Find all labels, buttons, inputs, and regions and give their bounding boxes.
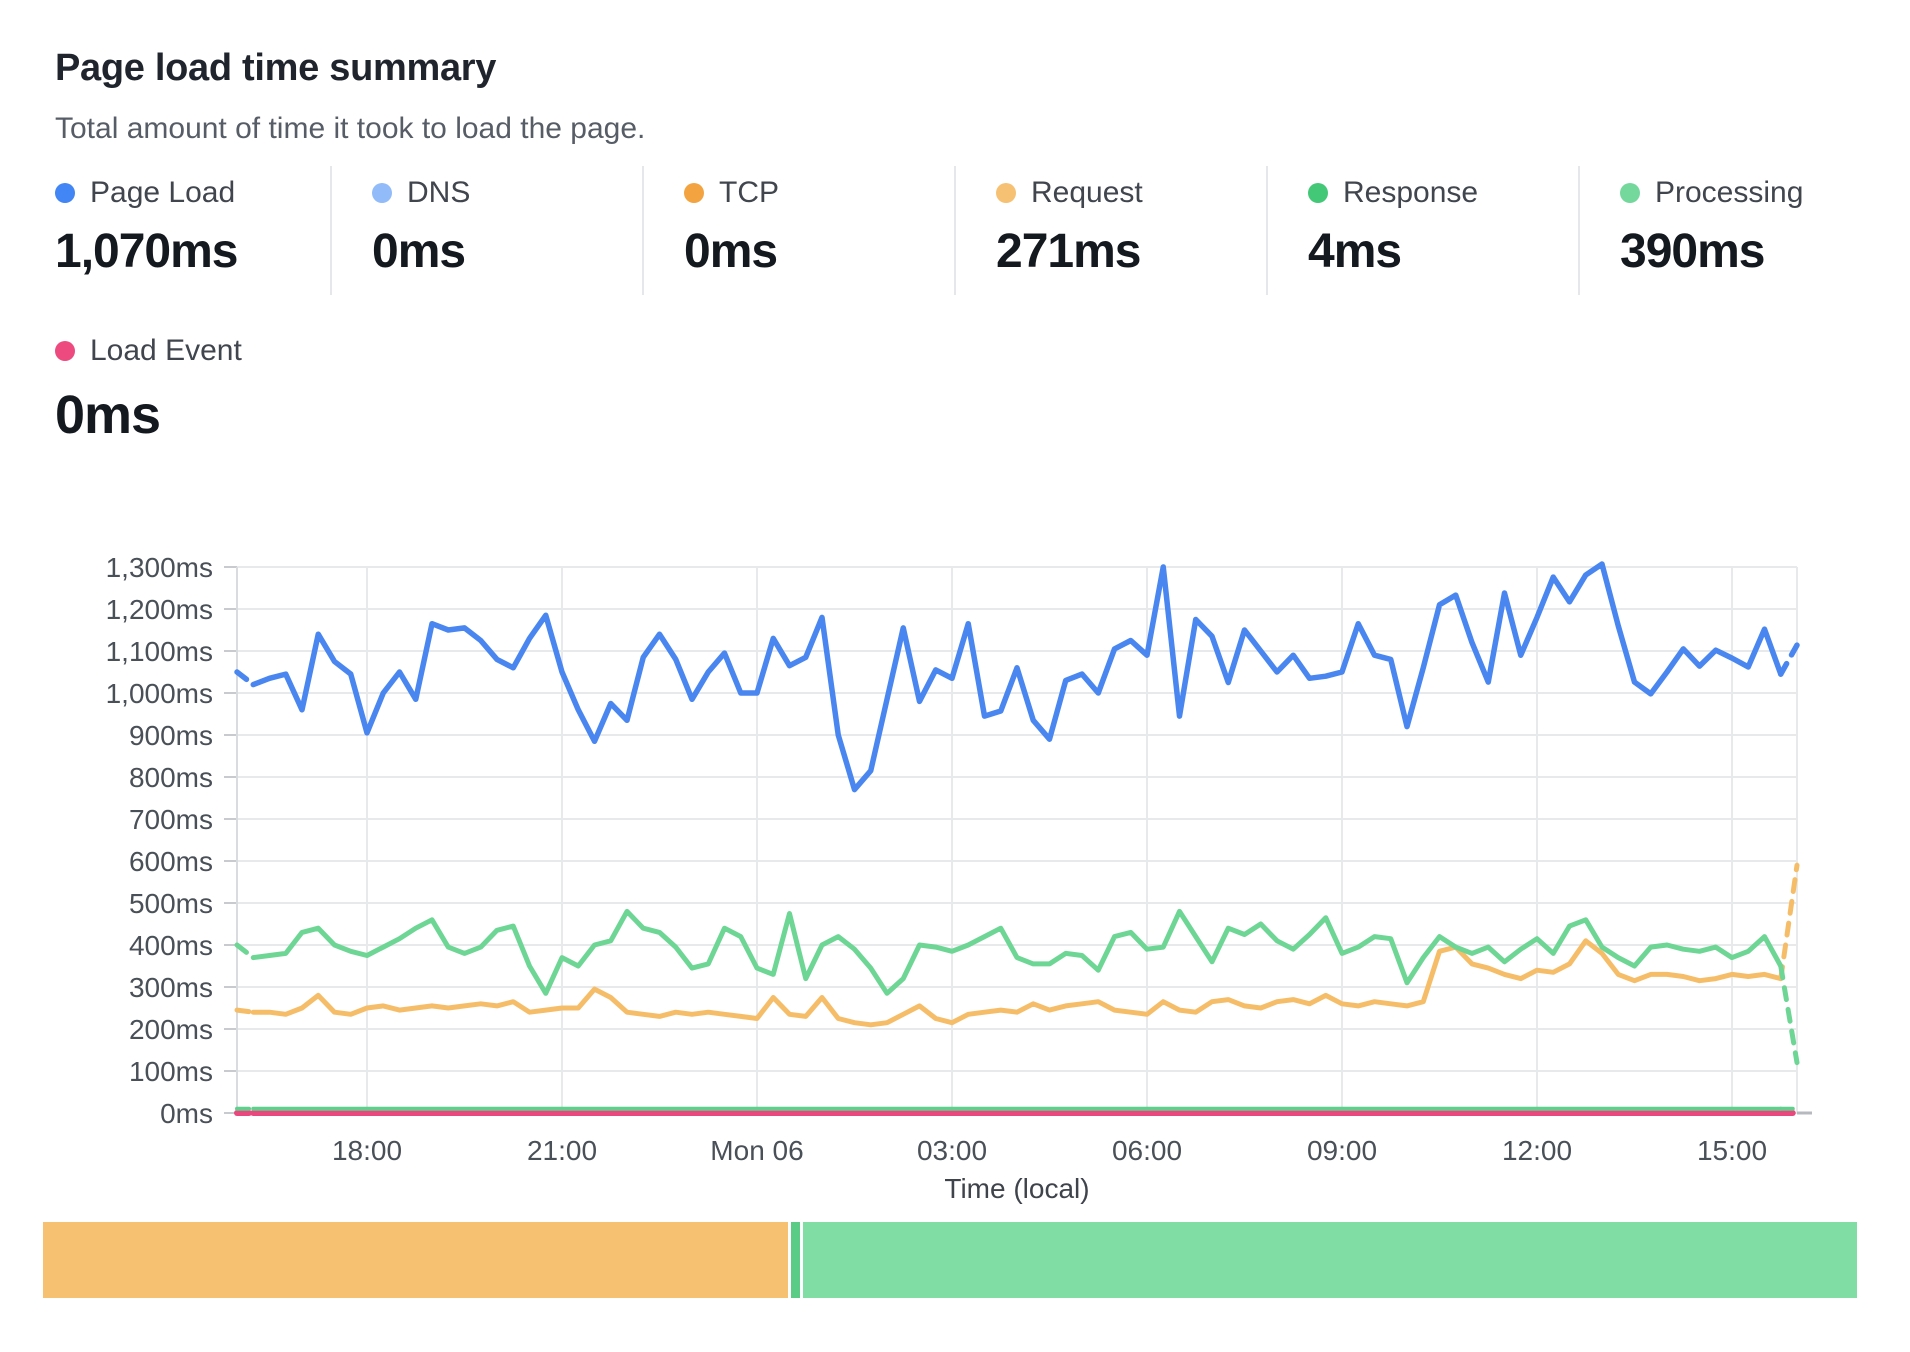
series-dash-end-request [1778, 862, 1800, 982]
metric-value: 4ms [1308, 225, 1402, 278]
timeline-bar[interactable] [43, 1222, 1857, 1298]
page-subtitle: Total amount of time it took to load the… [55, 112, 646, 145]
metric-label: Request [1031, 176, 1143, 209]
metric-response: Response 4ms [1266, 166, 1578, 295]
metric-value: 271ms [996, 225, 1141, 278]
tcp-legend-dot [684, 183, 704, 203]
y-tick-label: 1,200ms [106, 594, 213, 625]
x-tick-label: 18:00 [332, 1135, 402, 1166]
load-event-legend-dot [55, 341, 75, 361]
y-tick-label: 100ms [129, 1056, 213, 1087]
metrics-row: Page Load 1,070ms DNS 0ms TCP 0ms Reques… [55, 166, 1890, 295]
y-tick-label: 700ms [129, 804, 213, 835]
y-tick-label: 900ms [129, 720, 213, 751]
dns-legend-dot [372, 183, 392, 203]
series-line-page-load [250, 561, 1784, 793]
series-line-request [250, 938, 1784, 1028]
metric-value: 0ms [684, 225, 778, 278]
y-tick-label: 500ms [129, 888, 213, 919]
x-tick-label: Mon 06 [710, 1135, 803, 1166]
response-legend-dot [1308, 183, 1328, 203]
y-tick-label: 200ms [129, 1014, 213, 1045]
series-dash-end-processing [1778, 963, 1800, 1066]
metric-processing: Processing 390ms [1578, 166, 1890, 295]
processing-legend-dot [1620, 183, 1640, 203]
metric-value: 390ms [1620, 225, 1765, 278]
x-tick-label: 09:00 [1307, 1135, 1377, 1166]
y-tick-label: 1,300ms [106, 552, 213, 583]
x-tick-label: 06:00 [1112, 1135, 1182, 1166]
timeline-bar-band-green[interactable] [803, 1222, 1857, 1298]
timeline-bar-band-orange[interactable] [43, 1222, 788, 1298]
timeline-bar-band-green-sliver[interactable] [791, 1222, 800, 1298]
x-tick-label: 12:00 [1502, 1135, 1572, 1166]
metric-label: Load Event [90, 334, 242, 367]
y-tick-label: 1,000ms [106, 678, 213, 709]
metric-value: 0ms [55, 385, 161, 445]
y-tick-label: 800ms [129, 762, 213, 793]
x-tick-label: 21:00 [527, 1135, 597, 1166]
series-dash-end-page-load [1778, 642, 1800, 677]
metric-load-event: Load Event 0ms [55, 324, 330, 462]
x-tick-label: 03:00 [917, 1135, 987, 1166]
metric-label: DNS [407, 176, 471, 209]
metric-dns: DNS 0ms [330, 166, 642, 295]
metric-request: Request 271ms [954, 166, 1266, 295]
y-tick-label: 600ms [129, 846, 213, 877]
metric-value: 1,070ms [55, 225, 239, 278]
metric-tcp: TCP 0ms [642, 166, 954, 295]
series-dash-start-request [234, 1007, 256, 1015]
page-title: Page load time summary [55, 47, 497, 90]
page-load-legend-dot [55, 183, 75, 203]
timeline-bar-gap [788, 1222, 791, 1298]
series-dash-start-page-load [234, 669, 256, 688]
metric-label: TCP [719, 176, 779, 209]
y-tick-label: 400ms [129, 930, 213, 961]
metric-label: Page Load [90, 176, 236, 209]
series-dash-start-processing [234, 942, 256, 961]
x-tick-label: 15:00 [1697, 1135, 1767, 1166]
metric-value: 0ms [372, 225, 466, 278]
y-tick-label: 0ms [160, 1098, 213, 1129]
metrics-row-2: Load Event 0ms [55, 324, 330, 462]
y-tick-label: 300ms [129, 972, 213, 1003]
metric-label: Processing [1655, 176, 1804, 209]
series-line-processing [250, 908, 1784, 996]
page-load-line-chart[interactable]: 0ms 100ms 200ms 300ms 400ms 500ms 600ms 700ms 80… [0, 430, 1910, 1230]
timeline-bar-gap [800, 1222, 803, 1298]
x-axis-title: Time (local) [944, 1173, 1089, 1204]
y-tick-label: 1,100ms [106, 636, 213, 667]
metric-page-load: Page Load 1,070ms [55, 166, 330, 295]
metric-label: Response [1343, 176, 1479, 209]
request-legend-dot [996, 183, 1016, 203]
